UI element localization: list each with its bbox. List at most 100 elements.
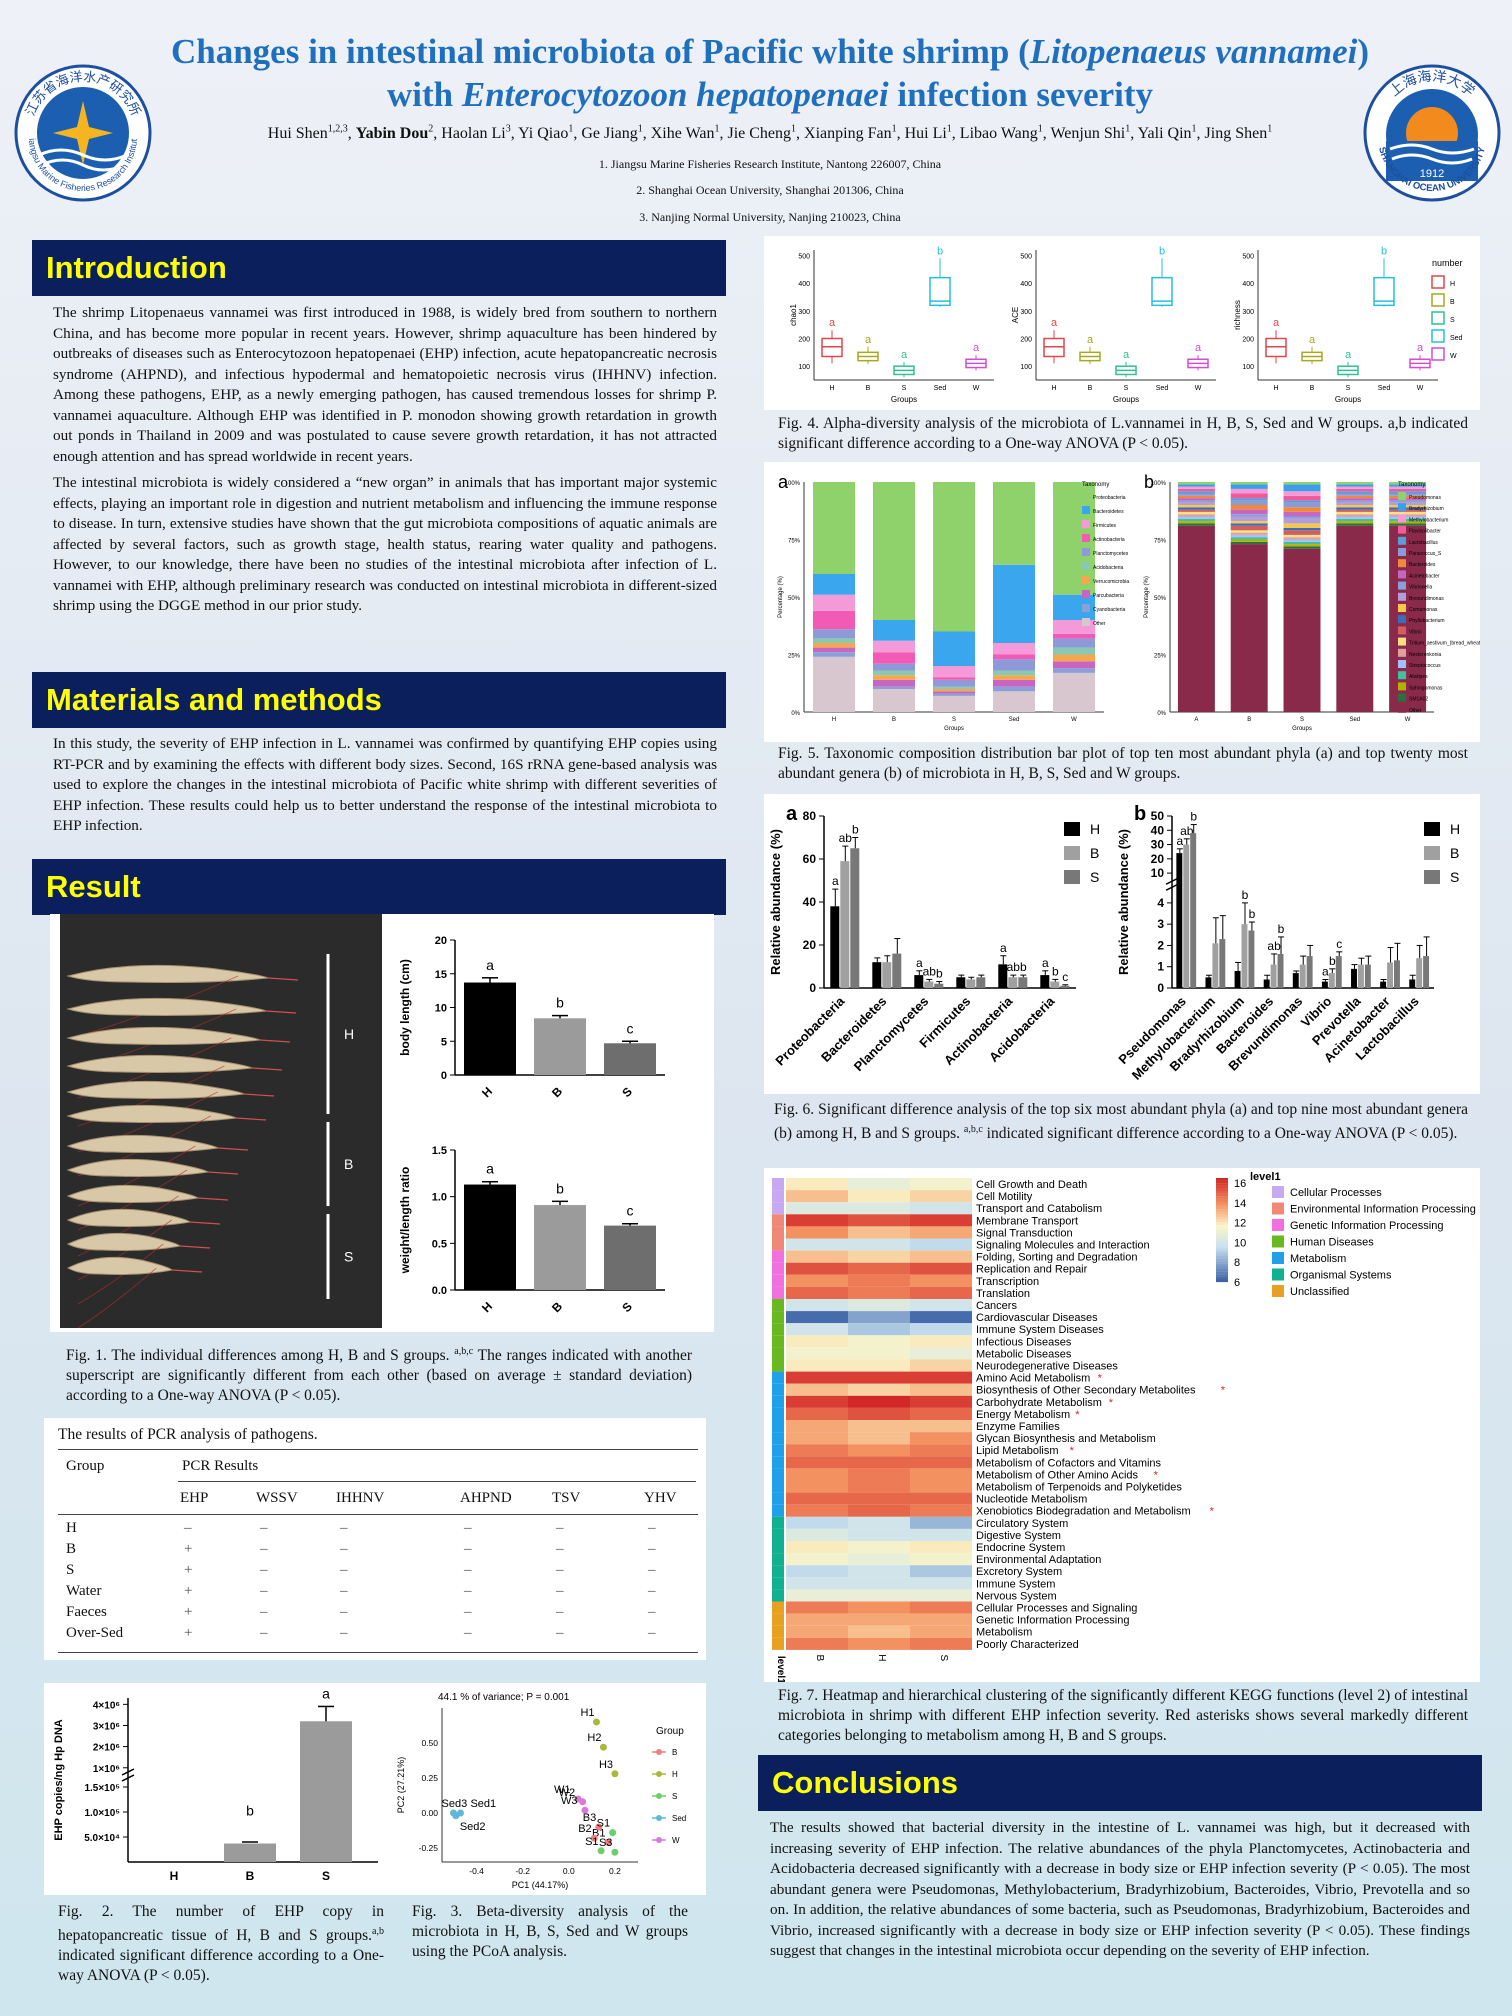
y-tick-label: 75% [1154, 539, 1167, 545]
pcr-cell: – [556, 1604, 564, 1620]
stack-segment [1389, 518, 1427, 522]
significance-letter: b [1190, 810, 1197, 824]
stack-segment [1389, 507, 1427, 510]
kegg-row-label: Cellular Processes and Signaling [976, 1603, 1137, 1615]
legend-label: Genetic Information Processing [1290, 1220, 1443, 1232]
axis-break [121, 1774, 135, 1782]
kegg-row-label: Cell Growth and Death [976, 1179, 1087, 1191]
stack-segment [933, 631, 975, 666]
significance-letter: a [1087, 334, 1094, 346]
x-tick-label: S [1300, 717, 1304, 723]
level1-strip [772, 1516, 784, 1529]
stack-segment [1336, 505, 1374, 508]
fig2-fig3-panel [44, 1683, 706, 1895]
legend-label: Acidobacteria [1093, 565, 1124, 571]
heatmap-cell [910, 1504, 972, 1517]
level1-strip [772, 1299, 784, 1312]
stack-segment [1177, 500, 1215, 503]
stack-segment [933, 686, 975, 689]
y-tick-label: 400 [798, 281, 810, 288]
y-tick-label: 0 [441, 1070, 447, 1082]
conclusions-paragraph: The results showed that bacterial divers… [770, 1819, 1470, 1959]
colorbar-segment [1216, 1240, 1228, 1244]
pcoa-title: 44.1 % of variance; P = 0.001 [438, 1692, 570, 1703]
y-tick-label: 30 [1151, 838, 1165, 852]
significance-letter: a [973, 342, 980, 354]
stack-segment [1336, 511, 1374, 515]
range-label: S [344, 1249, 353, 1265]
legend-label: S [1450, 869, 1459, 885]
bar [604, 1043, 656, 1075]
author: Haolan Li3, [441, 124, 519, 143]
kegg-row-label: Environmental Adaptation [976, 1554, 1101, 1566]
level1-strip [772, 1226, 784, 1239]
stack-segment [1283, 502, 1321, 508]
stack-segment [1053, 647, 1095, 655]
colorbar-segment [1216, 1245, 1228, 1249]
stack-segment [1389, 495, 1427, 499]
legend-label: Comamonas [1409, 607, 1438, 613]
pcr-cell: + [184, 1604, 193, 1620]
legend-marker [1082, 604, 1090, 612]
y-tick-label: 200 [1242, 337, 1254, 344]
legend-marker [1398, 693, 1406, 702]
institute-logo: 江苏省海洋水产研究所Jiangsu Marine Fisheries Resea… [13, 63, 152, 202]
y-tick-label: 500 [798, 254, 810, 261]
significance-letter: b [246, 1803, 254, 1819]
colorbar-segment [1216, 1256, 1228, 1259]
significance-letter: a [1309, 334, 1316, 346]
colorbar-label: 6 [1234, 1277, 1240, 1289]
pcr-table-title: The results of PCR analysis of pathogens… [58, 1426, 318, 1443]
significance-star: * [1154, 1469, 1159, 1481]
heatmap-cell [848, 1286, 910, 1299]
heatmap-cell [910, 1637, 972, 1650]
level1-strip [772, 1625, 784, 1638]
stack-segment [1230, 539, 1268, 542]
legend-label: Sed [672, 1814, 686, 1823]
y-tick-label: 400 [1020, 281, 1032, 288]
y-tick-label: 0.25 [421, 1773, 438, 1783]
kegg-row-label: Signaling Molecules and Interaction [976, 1240, 1150, 1252]
data-point [579, 1798, 587, 1806]
legend-marker [1272, 1252, 1284, 1264]
heatmap-cell [848, 1407, 910, 1420]
bar [1183, 844, 1190, 988]
legend-label: Acinetobacter [1409, 573, 1440, 579]
level1-strip [772, 1553, 784, 1566]
pcr-cell: – [260, 1562, 268, 1578]
legend-label: Flavisolibacter [1409, 529, 1441, 535]
legend-label: Organismal Systems [1290, 1270, 1392, 1282]
stack-segment [1283, 482, 1321, 485]
y-tick-label: 400 [1242, 281, 1254, 288]
significance-letter: b [1381, 245, 1387, 257]
x-tick-label: Proteobacteria [772, 993, 848, 1069]
author: Yi Qiao1, [518, 124, 582, 143]
legend-label: H [1450, 281, 1455, 288]
stack-segment [1336, 498, 1374, 501]
bar [1263, 979, 1270, 988]
colorbar-segment [1216, 1261, 1228, 1264]
level1-strip [772, 1504, 784, 1517]
x-tick-label: B [892, 717, 896, 723]
x-tick-label: H [170, 1869, 179, 1883]
colorbar-segment [1216, 1253, 1228, 1257]
heatmap-cell [910, 1178, 972, 1191]
stack-segment [873, 482, 915, 620]
legend-marker [1398, 492, 1406, 500]
legend-marker [1082, 548, 1090, 556]
legend-marker [1424, 846, 1440, 860]
legend-label: Phyllobacterium [1409, 618, 1445, 624]
heatmap-cell [848, 1577, 910, 1590]
colorbar-segment [1216, 1198, 1228, 1202]
data-point [592, 1718, 600, 1726]
legend-marker [1064, 846, 1080, 860]
heatmap-cell [910, 1359, 972, 1372]
legend-marker [1272, 1285, 1284, 1297]
y-tick-label: 50% [788, 596, 801, 602]
significance-letter: a [1042, 956, 1049, 970]
x-axis-label: PC1 (44.17%) [512, 1880, 569, 1890]
significance-letter: a [1345, 349, 1352, 361]
heatmap-cell [910, 1480, 972, 1493]
body-length-chart: 0 5 10 15 20 body length (cm) a Hb Bc S [398, 935, 665, 1100]
colorbar-segment [1216, 1279, 1228, 1283]
